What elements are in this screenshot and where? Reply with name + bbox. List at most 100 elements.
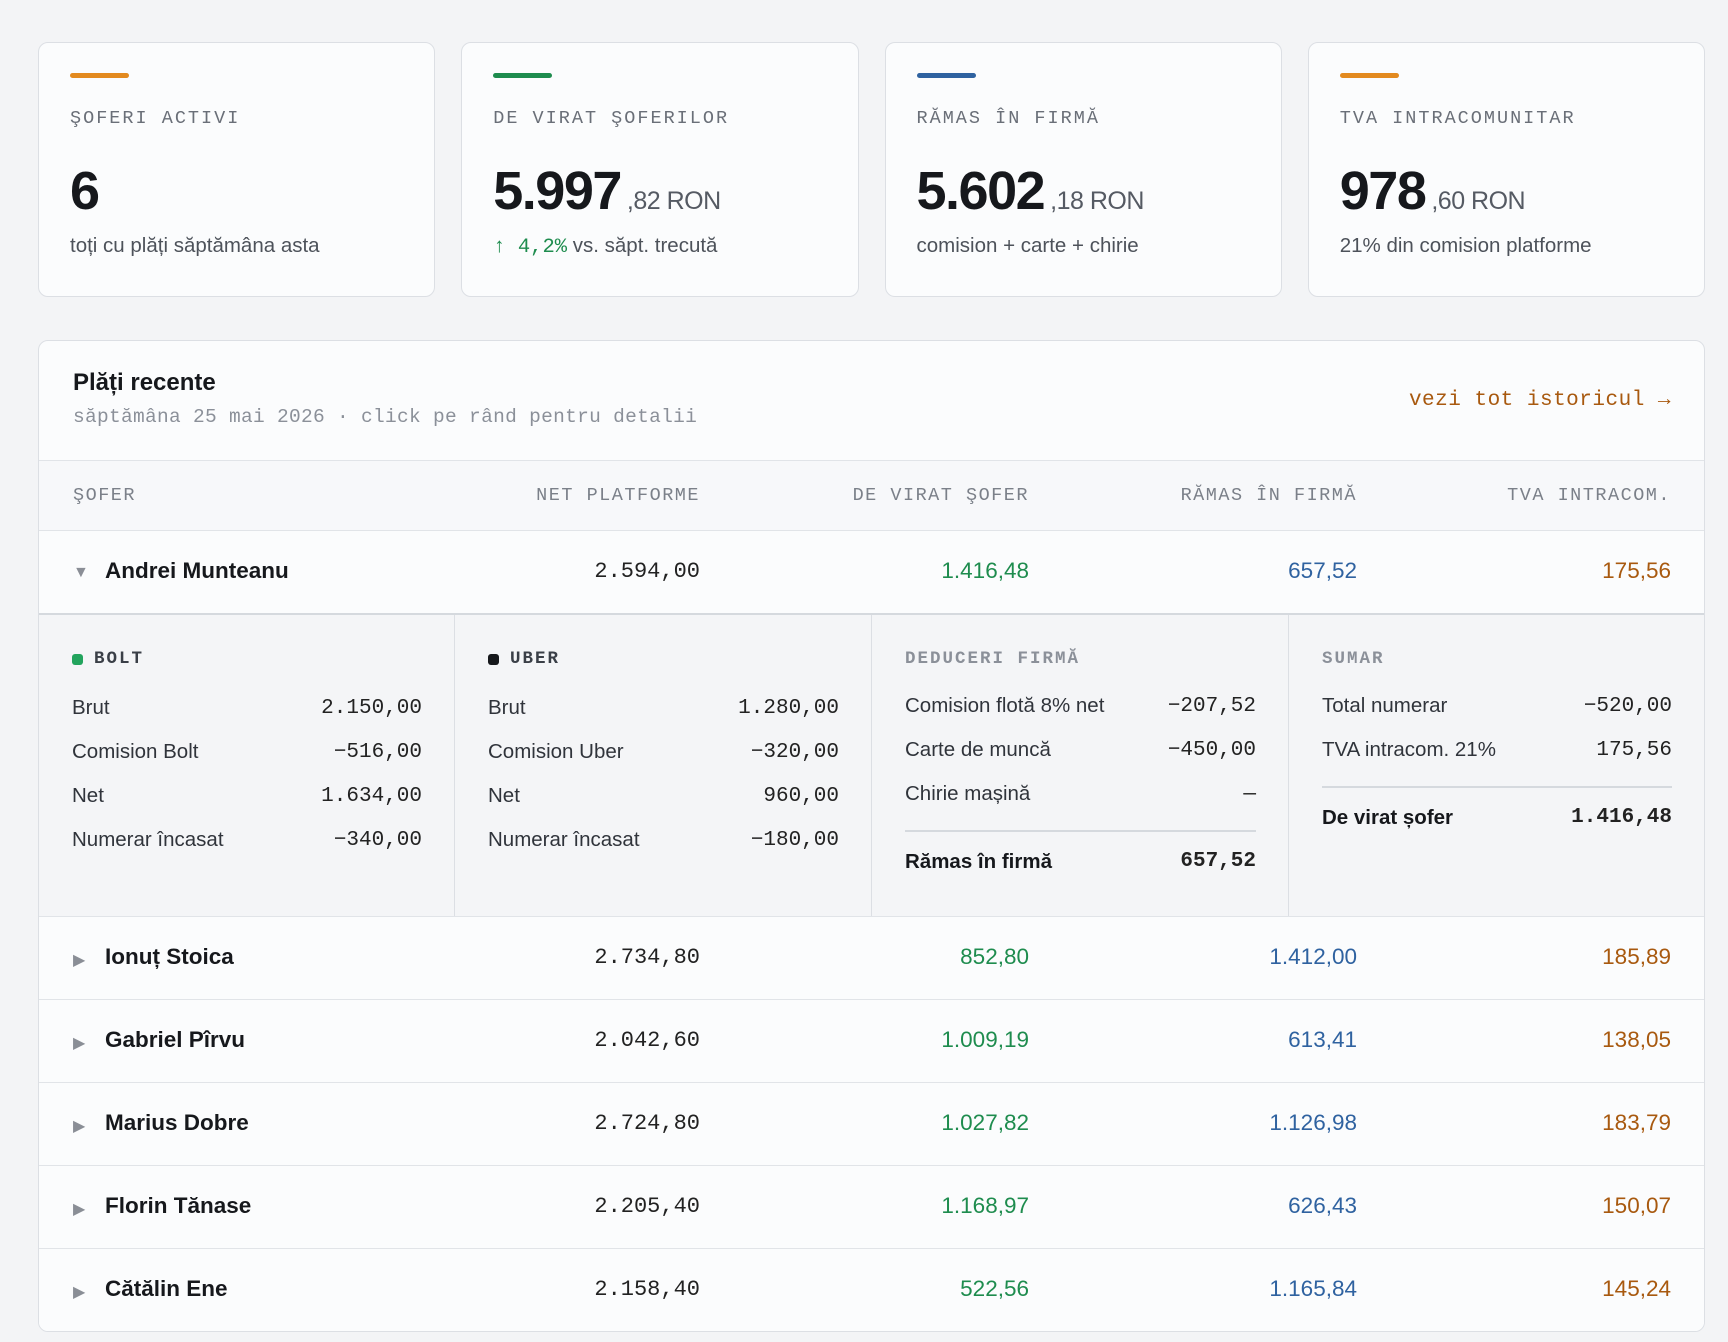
divider [905,830,1256,832]
cell-ramas-firma: 657,52 [1288,558,1357,583]
total-value: 657,52 [1180,850,1256,873]
line-value: −180,00 [750,828,839,852]
detail-line: TVA intracom. 21% 175,56 [1322,728,1672,772]
card-accent-bar [70,73,129,78]
line-label: Numerar încasat [72,828,224,851]
total-value: 1.416,48 [1571,806,1672,829]
col-header-sofer[interactable]: ŞOFER [73,485,137,506]
line-value: −516,00 [333,740,422,764]
recent-payments-panel: Plăți recente săptămâna 25 mai 2026 · cl… [38,340,1705,1332]
trend-up-value: ↑ 4,2% [493,236,568,259]
kpi-card-de-virat: DE VIRAT ŞOFERILOR 5.997 ,82 RON ↑ 4,2% … [461,42,859,297]
line-label: Total numerar [1322,694,1448,717]
cell-de-virat: 1.027,82 [941,1110,1029,1135]
card-subtext: 21% din comision platforme [1339,234,1592,257]
card-value-main: 6 [70,161,100,221]
line-label: Net [72,784,104,807]
card-value-decimals: ,82 RON [626,187,721,215]
expand-triangle-icon[interactable]: ▶ [73,1284,86,1301]
line-value: −340,00 [333,828,422,852]
detail-lines: Total numerar −520,00 TVA intracom. 21% 17… [1322,684,1672,840]
card-value: 5.997 ,82 RON [493,160,826,221]
table-header: ŞOFER NET PLATFORME DE VIRAT ŞOFER RĂMAS… [39,461,1704,531]
cell-ramas-firma: 1.165,84 [1269,1276,1357,1301]
table-row[interactable]: ▼ Andrei Munteanu 2.594,00 1.416,48 657,… [39,531,1704,615]
line-value: 1.280,00 [738,696,839,720]
card-label: ŞOFERI ACTIVI [70,108,241,129]
table-row[interactable]: ▶ Florin Tănase 2.205,40 1.168,97 626,43… [39,1166,1704,1249]
detail-line: Comision Bolt −516,00 [72,730,422,774]
line-label: Carte de muncă [905,738,1051,761]
bolt-title: BOLT [94,649,145,669]
card-value: 978 ,60 RON [1340,160,1673,221]
line-label: Comision Uber [488,740,624,763]
cell-ramas-firma: 1.126,98 [1269,1110,1357,1135]
expand-triangle-icon[interactable]: ▶ [73,1201,86,1218]
card-value: 6 [70,160,403,221]
detail-line: Brut 1.280,00 [488,686,839,730]
detail-total: De virat șofer 1.416,48 [1322,796,1672,840]
cell-net: 2.594,00 [594,559,700,584]
card-subtext: ↑ 4,2% vs. săpt. trecută [493,234,826,259]
detail-line: Total numerar −520,00 [1322,684,1672,728]
row-detail-panel: BOLT Brut 2.150,00 Comision Bolt −516,00 N… [39,615,1704,917]
col-header-tva[interactable]: TVA INTRACOM. [1507,485,1671,506]
expand-triangle-icon[interactable]: ▶ [73,1118,86,1135]
card-accent-bar [916,73,976,78]
detail-line: Chirie mașină — [905,772,1256,816]
table-row[interactable]: ▶ Cătălin Ene 2.158,40 522,56 1.165,84 1… [39,1249,1704,1331]
driver-name: Florin Tănase [105,1193,252,1218]
cell-tva: 145,24 [1602,1276,1671,1301]
line-label: Numerar încasat [488,828,640,851]
line-label: Net [488,784,520,807]
detail-bolt: BOLT Brut 2.150,00 Comision Bolt −516,00 N… [39,615,455,916]
cell-ramas-firma: 613,41 [1288,1027,1357,1052]
table-row[interactable]: ▶ Ionuț Stoica 2.734,80 852,80 1.412,00 … [39,917,1704,1000]
kpi-card-ramas-firma: RĂMAS ÎN FIRMĂ 5.602 ,18 RON comision + … [884,42,1282,297]
card-value-main: 5.602 [916,161,1046,221]
detail-line: Net 1.634,00 [72,774,422,818]
line-label: Brut [72,696,110,719]
driver-name: Marius Dobre [105,1110,249,1135]
detail-line: Carte de muncă −450,00 [905,728,1256,772]
expand-triangle-icon[interactable]: ▶ [73,1035,86,1052]
card-label: TVA INTRACOMUNITAR [1339,108,1576,129]
cell-de-virat: 1.168,97 [941,1193,1029,1218]
col-header-de-virat[interactable]: DE VIRAT ŞOFER [852,485,1029,506]
line-label: Comision flotă 8% net [905,694,1105,717]
divider [1322,786,1672,788]
total-label: Rămas în firmă [905,849,1052,873]
kpi-cards: ŞOFERI ACTIVI 6 toți cu plăți săptămâna … [38,42,1705,297]
cell-net: 2.158,40 [594,1277,700,1302]
line-value: −520,00 [1583,694,1672,718]
cell-net: 2.724,80 [594,1111,700,1136]
cell-tva: 175,56 [1602,558,1671,583]
detail-lines: Brut 1.280,00 Comision Uber −320,00 Net 960… [488,686,839,862]
detail-total: Rămas în firmă 657,52 [905,840,1256,884]
collapse-triangle-icon[interactable]: ▼ [73,564,89,581]
panel-header: Plăți recente săptămâna 25 mai 2026 · cl… [39,341,1704,461]
detail-line: Comision Uber −320,00 [488,730,839,774]
col-header-ramas-firma[interactable]: RĂMAS ÎN FIRMĂ [1180,485,1357,506]
kpi-card-soferi-activi: ŞOFERI ACTIVI 6 toți cu plăți săptămâna … [38,42,436,297]
card-accent-bar [1339,73,1399,78]
bolt-dot-icon [72,653,83,665]
card-value: 5.602 ,18 RON [916,160,1250,221]
table-row[interactable]: ▶ Gabriel Pîrvu 2.042,60 1.009,19 613,41… [39,1000,1704,1083]
col-header-net-platforme[interactable]: NET PLATFORME [536,485,700,506]
cell-tva: 183,79 [1602,1110,1671,1135]
line-value: −207,52 [1167,694,1256,718]
card-value-decimals: ,60 RON [1431,187,1526,215]
table-row[interactable]: ▶ Marius Dobre 2.724,80 1.027,82 1.126,9… [39,1083,1704,1166]
detail-heading-deduceri: DEDUCERI FIRMĂ [905,649,1081,669]
cell-ramas-firma: 1.412,00 [1269,944,1357,969]
detail-deduceri: DEDUCERI FIRMĂ Comision flotă 8% net −207… [872,615,1289,916]
cell-net: 2.734,80 [594,945,700,970]
line-value: 1.634,00 [321,784,422,808]
view-history-link[interactable]: vezi tot istoricul → [1408,389,1671,412]
cell-tva: 138,05 [1602,1027,1671,1052]
detail-heading-bolt: BOLT [72,648,422,670]
card-value-main: 5.997 [493,161,622,221]
card-subtext: toți cu plăți săptămâna asta [70,234,320,257]
expand-triangle-icon[interactable]: ▶ [73,952,86,969]
